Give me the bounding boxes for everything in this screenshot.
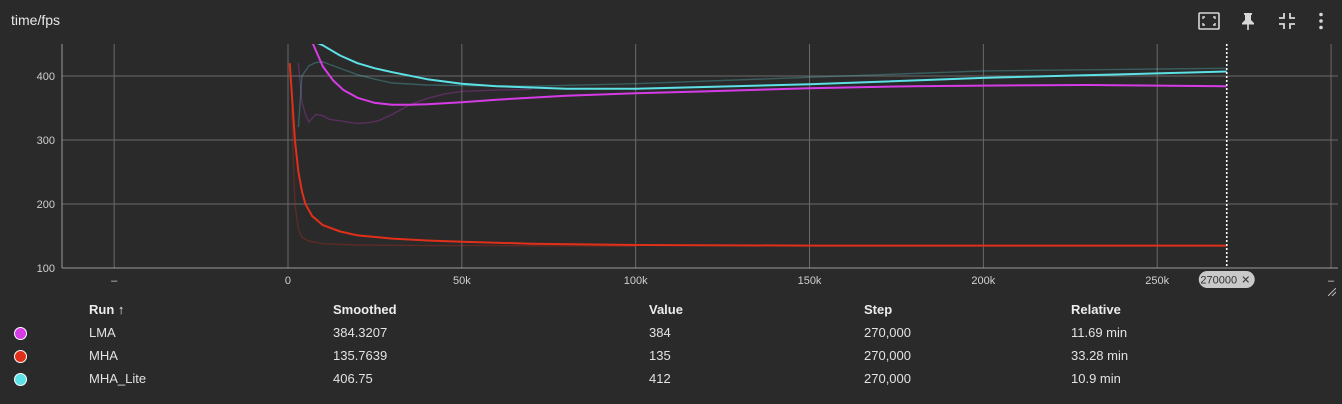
- smoothed-cell: 135.7639: [333, 348, 388, 363]
- step-cell: 270,000: [864, 325, 911, 340]
- run-color-dot: [14, 327, 27, 341]
- series-raw-mha-lite: [297, 61, 1227, 128]
- smoothed-cell: 406.75: [333, 371, 373, 386]
- relative-cell: 33.28 min: [1071, 348, 1129, 363]
- series-line-mha-lite[interactable]: [312, 41, 1227, 90]
- color-cell: [0, 367, 89, 390]
- smoothed-series-layer: [288, 25, 1227, 247]
- chart-axes: 100 200 300 400 – 0 50k 100k 150k 200k 250k –: [37, 44, 1338, 287]
- step-column-header[interactable]: Step: [864, 302, 893, 317]
- color-column-header: [0, 298, 89, 321]
- color-cell: [0, 321, 89, 344]
- x-tick-label: 0: [285, 275, 291, 287]
- series-line-mha[interactable]: [288, 63, 1227, 247]
- y-tick-label: 200: [37, 199, 55, 211]
- color-cell: [0, 344, 89, 367]
- line-chart[interactable]: 100 200 300 400 – 0 50k 100k 150k 200k 250k – 27000…: [0, 0, 1342, 296]
- y-tick-label: 300: [37, 135, 55, 147]
- step-cursor[interactable]: 270000 ✕: [1198, 44, 1255, 288]
- x-tick-label: 100k: [624, 275, 648, 287]
- run-name-cell: LMA: [89, 325, 116, 340]
- value-cell: 384: [649, 325, 671, 340]
- value-cell: 412: [649, 371, 671, 386]
- x-tick-label: 250k: [1145, 275, 1169, 287]
- collapse-button[interactable]: [1274, 8, 1300, 34]
- x-tick-label: 50k: [453, 275, 471, 287]
- value-column-header[interactable]: Value: [649, 302, 683, 317]
- step-cursor-chip: [1198, 271, 1255, 288]
- raw-series-layer: [290, 61, 1227, 247]
- y-tick-label: 400: [37, 71, 55, 83]
- series-raw-mha: [290, 107, 636, 247]
- step-cell: 270,000: [864, 348, 911, 363]
- x-tick-label: 200k: [971, 275, 995, 287]
- run-name-cell: MHA_Lite: [89, 371, 147, 386]
- run-color-dot: [14, 373, 27, 387]
- x-tick-label: –: [1328, 275, 1335, 287]
- run-name-cell: MHA: [89, 348, 118, 363]
- table-row: MHA_Lite 406.75 412 270,000 10.9 min: [0, 367, 1342, 390]
- more-options-button[interactable]: [1308, 8, 1334, 34]
- y-tick-label: 100: [37, 263, 55, 275]
- relative-cell: 10.9 min: [1071, 371, 1121, 386]
- relative-column-header[interactable]: Relative: [1071, 302, 1121, 317]
- relative-cell: 11.69 min: [1071, 325, 1128, 340]
- step-cell: 270,000: [864, 371, 911, 386]
- fit-domain-icon: [1198, 12, 1220, 30]
- runs-table: Run ↑ Smoothed Value Step Relative LMA 3…: [0, 298, 1342, 390]
- chart-grid: [62, 44, 1338, 269]
- table-header-row: Run ↑ Smoothed Value Step Relative: [0, 298, 1342, 321]
- collapse-icon: [1279, 13, 1295, 29]
- x-tick-label: –: [111, 275, 118, 287]
- card-title: time/fps: [11, 12, 61, 28]
- x-tick-label: 150k: [798, 275, 822, 287]
- close-icon[interactable]: ✕: [1241, 274, 1250, 287]
- table-row: MHA 135.7639 135 270,000 33.28 min: [0, 344, 1342, 367]
- series-line-lma[interactable]: [302, 25, 1227, 106]
- fit-domain-button[interactable]: [1196, 8, 1222, 34]
- run-color-dot: [14, 350, 27, 364]
- pin-icon: [1242, 13, 1254, 30]
- step-cursor-label: 270000: [1200, 275, 1237, 287]
- series-raw-lma: [297, 63, 532, 125]
- run-column-header[interactable]: Run ↑: [89, 302, 125, 317]
- value-cell: 135: [649, 348, 671, 363]
- table-row: LMA 384.3207 384 270,000 11.69 min: [0, 321, 1342, 344]
- smoothed-column-header[interactable]: Smoothed: [333, 302, 397, 317]
- pin-button[interactable]: [1235, 8, 1261, 34]
- more-vert-icon: [1319, 12, 1323, 30]
- resize-handle-icon[interactable]: [1328, 288, 1336, 296]
- smoothed-cell: 384.3207: [333, 325, 388, 340]
